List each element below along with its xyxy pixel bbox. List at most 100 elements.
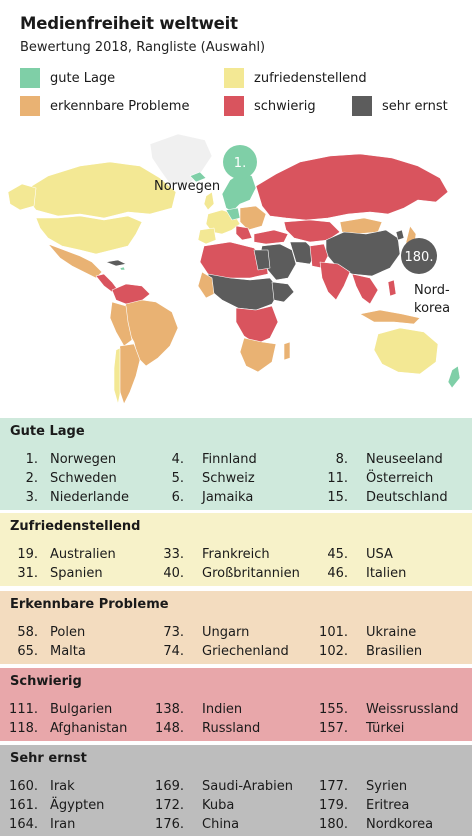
legend-label: gute Lage xyxy=(50,70,116,86)
jamaica xyxy=(119,266,126,271)
country-name: Deutschland xyxy=(366,490,448,505)
country-name: Iran xyxy=(50,817,76,832)
alaska xyxy=(7,183,37,211)
rank-number: 118. xyxy=(9,721,38,736)
country-name: Indien xyxy=(202,702,243,717)
rank-number: 74. xyxy=(163,644,184,659)
usa xyxy=(35,215,143,255)
legend-item-erkennbare-probleme: erkennbare Probleme xyxy=(20,96,189,116)
ranking-section: Sehr ernst 160. Irak 169. Saudi-Arabien 177. S… xyxy=(0,745,472,836)
north-korea xyxy=(395,229,405,241)
legend-item-zufriedenstellend: zufriedenstellend xyxy=(224,68,367,88)
rank-number: 180. xyxy=(319,817,348,832)
australia xyxy=(373,327,439,375)
iberia xyxy=(197,227,217,245)
norway-callout-label: Norwegen xyxy=(154,179,220,194)
sahel xyxy=(207,273,281,311)
rank-number: 33. xyxy=(163,547,184,562)
country-name: Weissrussland xyxy=(366,702,459,717)
legend-label: erkennbare Probleme xyxy=(50,98,190,114)
southern-africa xyxy=(239,337,277,373)
canada xyxy=(21,161,177,219)
southern-cone xyxy=(117,343,141,405)
north-korea-callout-rank: 180. xyxy=(405,250,434,265)
rank-number: 19. xyxy=(17,547,38,562)
north-korea-callout-label-2: korea xyxy=(414,301,450,316)
section-title: Schwierig xyxy=(10,674,82,689)
section-title: Zufriedenstellend xyxy=(10,519,141,534)
rank-number: 45. xyxy=(327,547,348,562)
rank-number: 157. xyxy=(319,721,348,736)
country-name: Saudi-Arabien xyxy=(202,779,294,794)
rank-number: 5. xyxy=(171,471,184,486)
india xyxy=(319,261,351,301)
country-name: Syrien xyxy=(366,779,408,794)
rank-number: 40. xyxy=(163,566,184,581)
norway-callout-bubble xyxy=(223,145,257,179)
rank-number: 65. xyxy=(17,644,38,659)
country-name: Griechenland xyxy=(202,644,289,659)
iceland xyxy=(189,171,207,183)
rank-number: 6. xyxy=(171,490,184,505)
legend-item-gute-lage: gute Lage xyxy=(20,68,115,88)
country-name: Kuba xyxy=(202,798,235,813)
table-row: 111. Bulgarien 138. Indien 155. Weissrussland xyxy=(0,702,472,721)
country-name: Eritrea xyxy=(366,798,410,813)
west-africa xyxy=(197,271,215,299)
mongolia xyxy=(339,217,383,235)
country-name: Brasilien xyxy=(366,644,423,659)
chile-strip xyxy=(113,347,121,405)
north-korea-callout-label-1: Nord- xyxy=(414,283,450,298)
ranking-section: Erkennbare Probleme 58. Polen 73. Ungarn 101.… xyxy=(0,591,472,664)
rank-number: 102. xyxy=(319,644,348,659)
rank-number: 172. xyxy=(155,798,184,813)
country-name: Neuseeland xyxy=(366,452,443,467)
table-row: 19. Australien 33. Frankreich 45. USA xyxy=(0,547,472,566)
rank-number: 1. xyxy=(25,452,38,467)
table-row: 3. Niederlande 6. Jamaika 15. Deutschland xyxy=(0,490,472,509)
table-row: 31. Spanien 40. Großbritannien 46. Italien xyxy=(0,566,472,585)
section-title: Gute Lage xyxy=(10,424,85,439)
rank-number: 161. xyxy=(9,798,38,813)
table-row: 58. Polen 73. Ungarn 101. Ukraine xyxy=(0,625,472,644)
table-row: 164. Iran 176. China 180. Nordkorea xyxy=(0,817,472,836)
legend-swatch xyxy=(224,68,244,88)
madagascar xyxy=(283,341,291,361)
section-title: Erkennbare Probleme xyxy=(10,597,169,612)
ranking-section: Zufriedenstellend 19. Australien 33. Frankre… xyxy=(0,513,472,586)
russia xyxy=(255,153,449,221)
country-name: Schweden xyxy=(50,471,117,486)
legend-swatch xyxy=(224,96,244,116)
legend-item-sehr-ernst: sehr ernst xyxy=(352,96,448,116)
rank-number: 164. xyxy=(9,817,38,832)
country-name: Norwegen xyxy=(50,452,117,467)
andes xyxy=(109,301,133,347)
turkey xyxy=(253,229,289,245)
eastern-europe xyxy=(239,205,267,231)
table-row: 1. Norwegen 4. Finnland 8. Neuseeland xyxy=(0,452,472,471)
rank-number: 160. xyxy=(9,779,38,794)
greenland xyxy=(149,133,213,187)
country-name: Spanien xyxy=(50,566,103,581)
north-korea-callout-bubble xyxy=(401,238,437,274)
table-row: 2. Schweden 5. Schweiz 11. Österreich xyxy=(0,471,472,490)
table-row: 161. Ägypten 172. Kuba 179. Eritrea xyxy=(0,798,472,817)
rank-number: 11. xyxy=(327,471,348,486)
afghanistan-pakistan xyxy=(309,243,329,269)
country-name: Großbritannien xyxy=(202,566,300,581)
country-name: China xyxy=(202,817,240,832)
country-name: Finnland xyxy=(202,452,257,467)
country-name: Polen xyxy=(50,625,86,640)
rank-number: 176. xyxy=(155,817,184,832)
rank-number: 58. xyxy=(17,625,38,640)
country-name: Russland xyxy=(202,721,261,736)
country-name: Australien xyxy=(50,547,116,562)
world-map: 1. Norwegen 180. Nord- korea xyxy=(7,133,461,405)
rank-number: 31. xyxy=(17,566,38,581)
country-name: Frankreich xyxy=(202,547,270,562)
legend-swatch xyxy=(20,68,40,88)
rank-number: 111. xyxy=(9,702,38,717)
rank-number: 46. xyxy=(327,566,348,581)
rank-number: 15. xyxy=(327,490,348,505)
rank-number: 138. xyxy=(155,702,184,717)
